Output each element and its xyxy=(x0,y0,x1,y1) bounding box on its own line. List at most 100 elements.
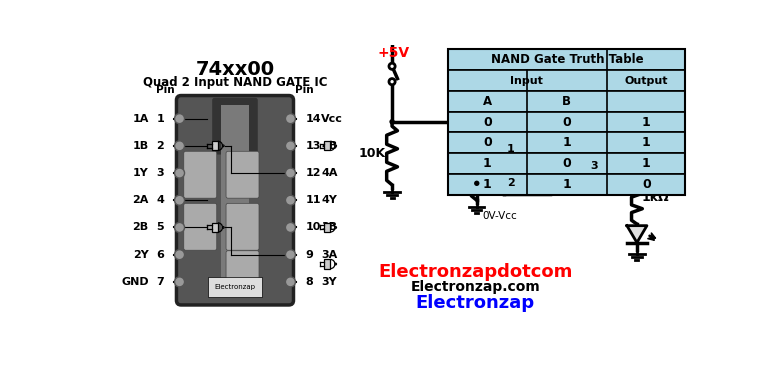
Text: GND: GND xyxy=(121,277,149,287)
Text: 1: 1 xyxy=(483,178,492,191)
Text: 1: 1 xyxy=(562,136,571,149)
Circle shape xyxy=(335,263,336,265)
Text: 3Y: 3Y xyxy=(321,277,337,287)
Text: 3B: 3B xyxy=(321,222,337,232)
Bar xyxy=(324,141,330,150)
Circle shape xyxy=(174,168,184,178)
Bar xyxy=(212,223,218,232)
Bar xyxy=(221,105,249,296)
Text: 3: 3 xyxy=(590,161,598,171)
Text: 2: 2 xyxy=(157,141,164,151)
Circle shape xyxy=(286,250,296,260)
Text: Electronzap.com: Electronzap.com xyxy=(410,280,540,294)
Text: 1: 1 xyxy=(642,157,650,170)
Text: Vcc: Vcc xyxy=(321,114,343,124)
Text: NAND Gate Truth Table: NAND Gate Truth Table xyxy=(491,53,643,66)
Text: 4: 4 xyxy=(156,195,164,205)
Text: 12: 12 xyxy=(306,168,321,178)
Text: 7: 7 xyxy=(157,277,164,287)
Text: 74xx00: 74xx00 xyxy=(195,60,274,79)
Text: 1: 1 xyxy=(642,136,650,149)
Text: 3A: 3A xyxy=(321,250,337,260)
Text: 5: 5 xyxy=(157,222,164,232)
Circle shape xyxy=(286,195,296,205)
Circle shape xyxy=(389,119,395,124)
Text: 11: 11 xyxy=(306,195,321,205)
Bar xyxy=(324,223,330,232)
Text: 10: 10 xyxy=(306,222,321,232)
Text: 1: 1 xyxy=(157,114,164,124)
Circle shape xyxy=(174,250,184,260)
Text: 1Y: 1Y xyxy=(133,168,149,178)
Text: 13: 13 xyxy=(306,141,321,151)
Text: 14: 14 xyxy=(306,114,322,124)
Text: 1A: 1A xyxy=(132,114,149,124)
Bar xyxy=(449,91,685,112)
Text: 1: 1 xyxy=(642,116,650,128)
Text: 10K: 10K xyxy=(480,163,507,176)
Text: 2Y: 2Y xyxy=(133,250,149,260)
Text: Output: Output xyxy=(624,75,668,86)
Circle shape xyxy=(474,181,479,186)
Text: 3: 3 xyxy=(157,168,164,178)
Text: 10K: 10K xyxy=(359,147,386,160)
Circle shape xyxy=(174,141,184,151)
Text: Electronzap: Electronzap xyxy=(214,284,256,290)
FancyBboxPatch shape xyxy=(212,98,258,155)
Text: 1: 1 xyxy=(483,157,492,170)
Text: 4B: 4B xyxy=(321,141,337,151)
Text: 1: 1 xyxy=(562,178,571,191)
Text: Electronzap: Electronzap xyxy=(415,294,535,312)
Circle shape xyxy=(174,195,184,205)
Text: 4A: 4A xyxy=(321,168,338,178)
Text: 8: 8 xyxy=(306,277,313,287)
Text: 2: 2 xyxy=(507,178,515,188)
Circle shape xyxy=(223,227,224,228)
Bar xyxy=(449,49,685,195)
Bar xyxy=(324,259,330,269)
Text: 0: 0 xyxy=(483,136,492,149)
Text: Input: Input xyxy=(510,75,543,86)
Text: 0: 0 xyxy=(642,178,650,191)
Text: 2B: 2B xyxy=(133,222,149,232)
Text: 1kΩ: 1kΩ xyxy=(641,191,669,204)
FancyBboxPatch shape xyxy=(226,151,259,198)
Text: 6: 6 xyxy=(156,250,164,260)
Text: B: B xyxy=(562,95,571,108)
Circle shape xyxy=(389,78,396,85)
Circle shape xyxy=(335,145,336,147)
Text: 0V-Vcc: 0V-Vcc xyxy=(482,211,517,221)
FancyBboxPatch shape xyxy=(177,96,293,305)
Circle shape xyxy=(174,277,184,287)
Text: 74HC00: 74HC00 xyxy=(508,160,568,173)
Text: 1B: 1B xyxy=(133,141,149,151)
Text: 0: 0 xyxy=(562,116,571,128)
Text: 0: 0 xyxy=(483,116,492,128)
Circle shape xyxy=(286,168,296,178)
Bar xyxy=(449,153,685,174)
Circle shape xyxy=(578,162,587,171)
Text: +5V: +5V xyxy=(448,118,480,132)
Text: Pin: Pin xyxy=(295,85,313,95)
Polygon shape xyxy=(627,226,647,243)
Bar xyxy=(449,174,685,195)
Text: +5V: +5V xyxy=(378,46,409,60)
Circle shape xyxy=(286,114,296,124)
FancyBboxPatch shape xyxy=(226,251,259,298)
Circle shape xyxy=(286,222,296,232)
Circle shape xyxy=(335,227,336,228)
Text: 4Y: 4Y xyxy=(321,195,337,205)
Circle shape xyxy=(223,145,224,147)
Text: A: A xyxy=(483,95,492,108)
FancyBboxPatch shape xyxy=(184,203,217,250)
Text: Quad 2 Input NAND GATE IC: Quad 2 Input NAND GATE IC xyxy=(143,76,327,89)
FancyBboxPatch shape xyxy=(226,203,259,250)
FancyBboxPatch shape xyxy=(184,151,217,198)
Text: 0: 0 xyxy=(562,157,571,170)
Text: 2A: 2A xyxy=(132,195,149,205)
Circle shape xyxy=(286,141,296,151)
Bar xyxy=(449,112,685,133)
Bar xyxy=(449,49,685,70)
Circle shape xyxy=(389,63,396,69)
Circle shape xyxy=(174,222,184,232)
